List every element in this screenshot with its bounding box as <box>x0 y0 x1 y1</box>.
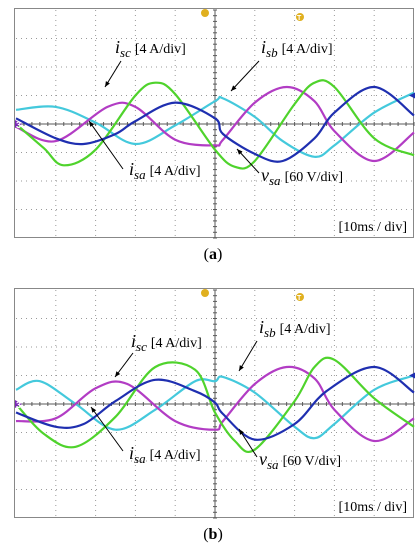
panel-label-b: (b) <box>203 526 223 543</box>
series-label-main: i <box>131 331 136 351</box>
trigger-marker-label: T <box>297 15 302 22</box>
series-label-scale: [60 V/div] <box>285 170 343 185</box>
label-arrowhead-isa <box>89 121 95 127</box>
label-arrowhead-isa <box>91 407 97 413</box>
trace-isa <box>15 85 415 163</box>
series-label-vsa: vsa [60 V/div] <box>261 165 343 188</box>
offset-marker-arrow <box>409 372 415 379</box>
trace-isb <box>15 91 415 158</box>
series-label-isc: isc [4 A/div] <box>131 331 202 354</box>
series-label-vsa: vsa [60 V/div] <box>259 449 341 472</box>
series-label-scale: [4 A/div] <box>280 322 331 337</box>
trace-isb <box>15 374 415 440</box>
series-label-scale: [4 A/div] <box>282 42 333 57</box>
series-label-scale: [60 V/div] <box>283 454 341 469</box>
trace-vsa <box>15 79 415 170</box>
trigger-marker-icon <box>296 293 304 301</box>
label-arrowhead-isb <box>231 85 237 91</box>
time-scale-label: [10ms / div] <box>339 220 407 235</box>
label-arrowhead-vsa <box>239 429 244 435</box>
series-label-isc: isc [4 A/div] <box>115 37 186 60</box>
series-label-isb: isb [4 A/div] <box>259 317 331 340</box>
offset-marker-arrow <box>409 92 415 99</box>
series-label-main: i <box>261 37 266 57</box>
series-label-main: i <box>129 159 134 179</box>
label-arrow-isb <box>238 340 258 372</box>
series-label-sub: sa <box>269 173 281 188</box>
grid <box>15 9 415 239</box>
series-label-sub: sa <box>134 451 146 466</box>
series-label-sub: sc <box>120 45 131 60</box>
label-arrowhead-isc <box>105 81 110 87</box>
series-label-isa: isa [4 A/div] <box>129 443 201 466</box>
series-label-scale: [4 A/div] <box>150 164 201 179</box>
channel-marker-arrow <box>15 400 22 408</box>
label-arrowhead-vsa <box>237 149 243 155</box>
label-arrow-isb <box>230 60 260 92</box>
channel-marker-label: 3 <box>16 120 21 130</box>
label-arrow-vsa <box>238 428 258 458</box>
series-label-sub: sa <box>267 457 279 472</box>
series-label-main: i <box>259 317 264 337</box>
panel-label-a-text: a <box>209 246 217 263</box>
series-label-main: i <box>129 443 134 463</box>
series-label-main: v <box>261 165 269 185</box>
channel-marker-label: 3 <box>16 400 21 410</box>
series-label-scale: [4 A/div] <box>151 336 202 351</box>
label-arrow-isa <box>88 120 124 170</box>
panel-label-b-text: b <box>208 526 218 543</box>
trigger-marker-icon <box>201 9 209 17</box>
series-label-main: i <box>115 37 120 57</box>
series-label-scale: [4 A/div] <box>150 448 201 463</box>
time-scale-label: [10ms / div] <box>339 500 407 515</box>
label-arrowhead-isc <box>115 371 121 377</box>
series-label-scale: [4 A/div] <box>135 42 186 57</box>
trigger-marker-icon <box>296 13 304 21</box>
trigger-marker-icon <box>201 289 209 297</box>
label-arrowhead-isb <box>239 365 244 371</box>
series-label-sub: sa <box>134 167 146 182</box>
trigger-marker-label: T <box>297 295 302 302</box>
series-label-sub: sb <box>266 45 278 60</box>
channel-marker-arrow <box>15 120 22 128</box>
series-label-sub: sb <box>264 325 276 340</box>
series-label-sub: sc <box>136 339 147 354</box>
panel-label-a: (a) <box>203 246 223 263</box>
trace-isc <box>15 85 415 163</box>
series-label-isb: isb [4 A/div] <box>261 37 333 60</box>
series-label-main: v <box>259 449 267 469</box>
trace-isa <box>15 365 415 441</box>
trace-isc <box>15 365 415 443</box>
trace-vsa <box>15 356 415 454</box>
label-arrow-isa <box>90 406 124 452</box>
series-label-isa: isa [4 A/div] <box>129 159 201 182</box>
